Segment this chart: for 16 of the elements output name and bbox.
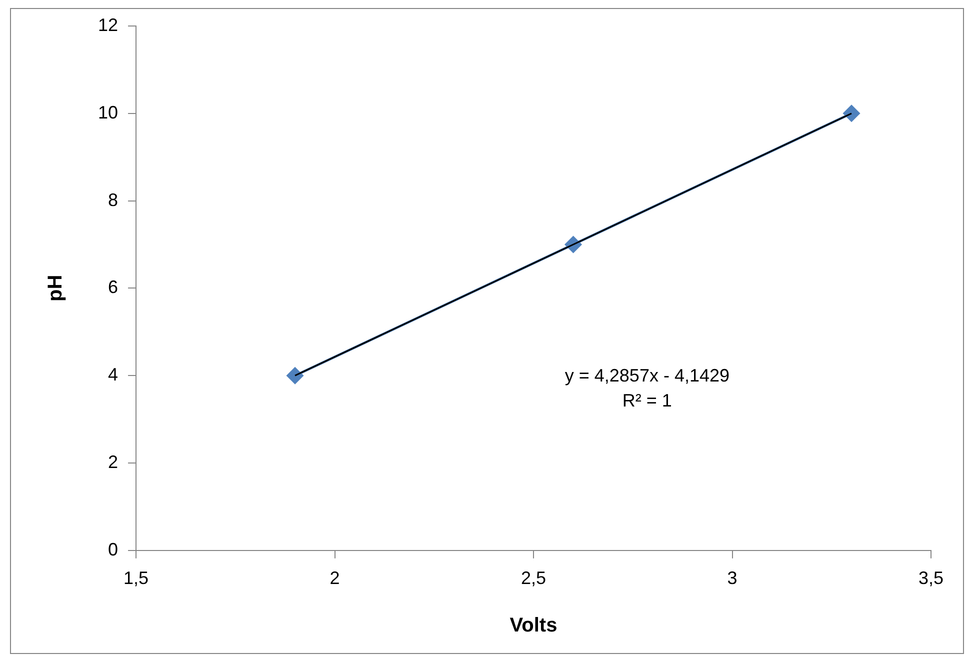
annotation: R² = 1 bbox=[622, 390, 672, 410]
y-axis-title: pH bbox=[44, 274, 67, 302]
x-tick-label: 1,5 bbox=[124, 568, 149, 588]
y-tick-label: 6 bbox=[108, 277, 118, 298]
x-tick-label: 3 bbox=[727, 568, 738, 588]
y-tick-label: 2 bbox=[108, 452, 118, 472]
y-tick-label: 0 bbox=[108, 539, 118, 560]
x-tick-label: 3,5 bbox=[918, 568, 944, 588]
y-tick-label: 8 bbox=[108, 190, 118, 210]
x-axis-title: Volts bbox=[510, 614, 558, 637]
x-tick-label: 2,5 bbox=[520, 568, 546, 588]
y-tick-label: 10 bbox=[98, 102, 118, 122]
x-tick-label: 2 bbox=[330, 568, 340, 588]
y-tick-label: 4 bbox=[108, 364, 118, 385]
y-tick-label: 12 bbox=[98, 14, 118, 35]
annotation: y = 4,2857x - 4,1429 bbox=[564, 365, 730, 386]
